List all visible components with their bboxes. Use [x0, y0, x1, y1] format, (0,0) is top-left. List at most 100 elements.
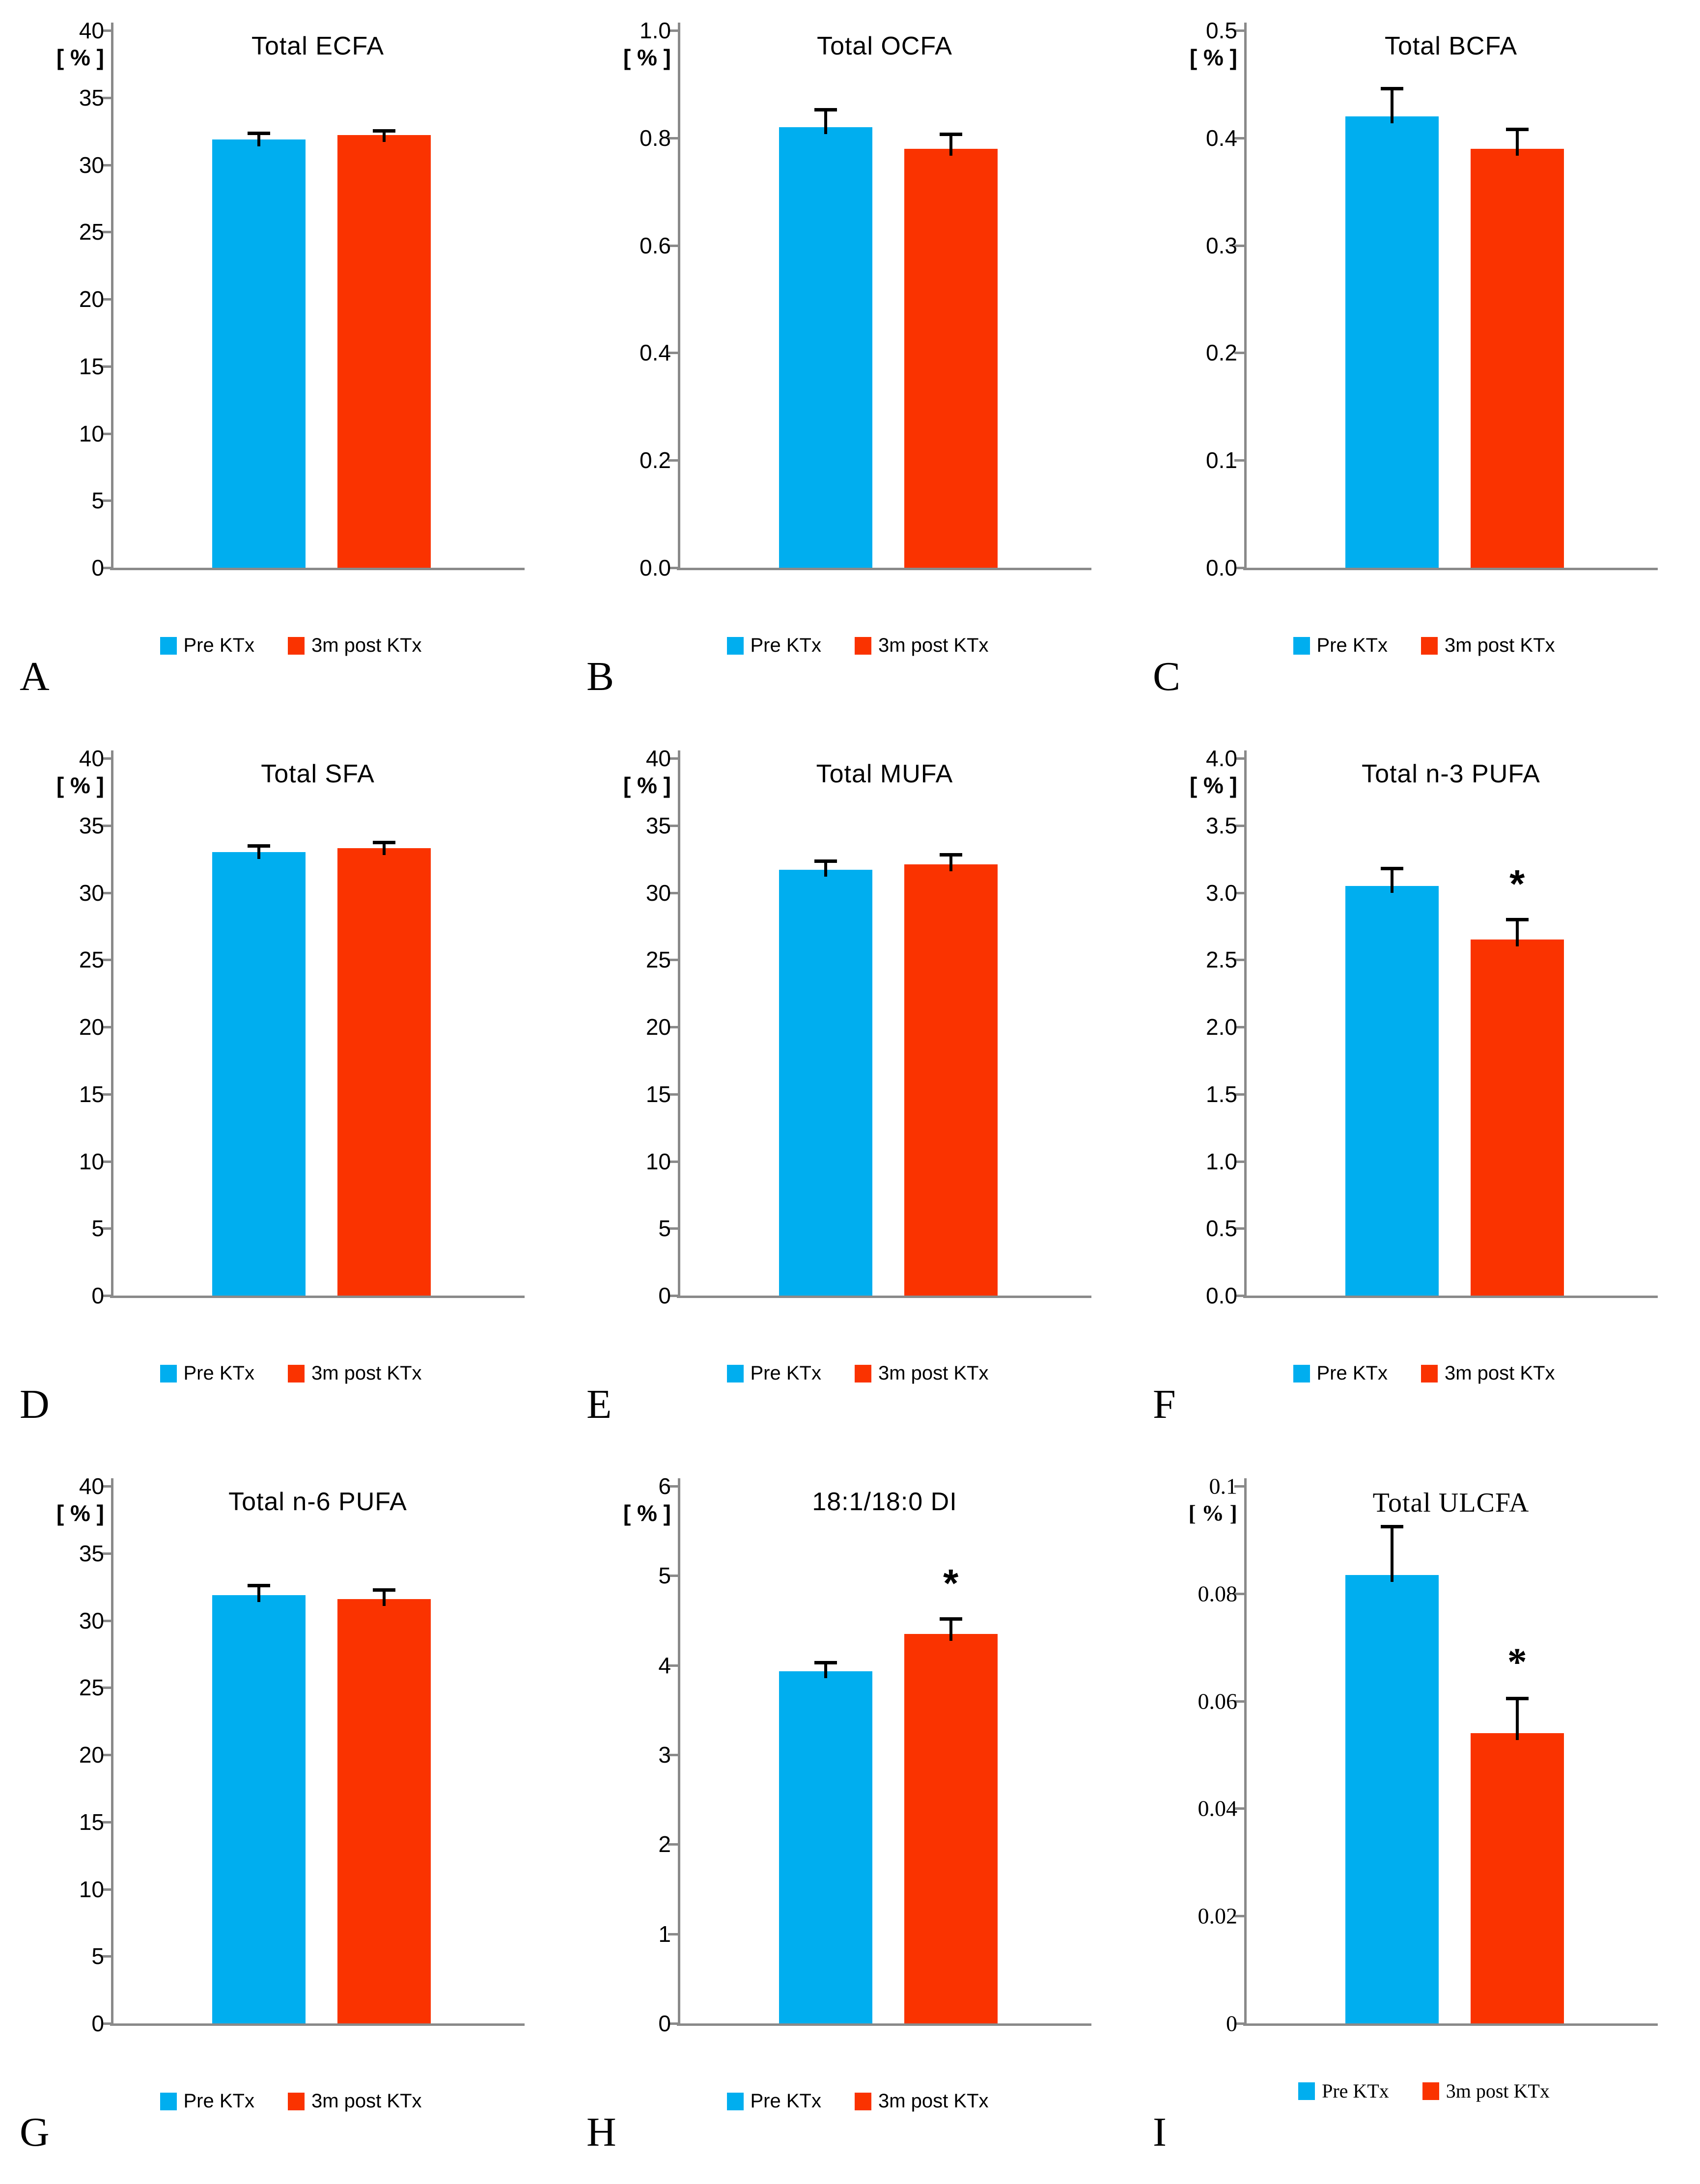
legend-label: 3m post KTx — [1444, 635, 1555, 656]
y-tick-label: 25 — [79, 1675, 104, 1701]
chart-title: Total n-3 PUFA — [1362, 760, 1540, 788]
bar-pre-ktx — [212, 1595, 306, 2023]
y-tick-label: 30 — [79, 152, 104, 178]
y-axis-tick — [101, 298, 111, 301]
y-tick-label: 10 — [79, 1876, 104, 1902]
y-axis-tick — [1234, 757, 1244, 760]
legend-swatch-pre — [726, 2092, 744, 2110]
y-axis-unit-label: [ % ] — [623, 773, 671, 798]
chart-legend: Pre KTx 3m post KTx — [1148, 2079, 1700, 2102]
bar-chart: 4.0 3.5 3.0 2.5 2.0 1.5 1.0 0.5 0.0 [ % ] Total n-… — [1133, 728, 1700, 1456]
error-bar-cap — [814, 1661, 837, 1665]
panel-letter: C — [1153, 654, 1181, 699]
x-axis-line — [677, 1296, 1091, 1298]
y-axis-tick — [668, 1575, 678, 1577]
y-axis-line — [1244, 750, 1247, 1296]
y-axis-tick — [668, 29, 678, 32]
x-axis-line — [1243, 2023, 1658, 2026]
y-tick-label: 20 — [79, 1014, 104, 1040]
y-axis-tick — [1234, 1485, 1244, 1488]
y-axis-unit-label: [ % ] — [56, 773, 104, 798]
y-tick-label: 6 — [658, 1473, 671, 1499]
error-bar-cap — [372, 840, 395, 844]
panel-letter: A — [20, 654, 50, 699]
error-bar-cap — [1380, 87, 1403, 91]
y-tick-label: 0.02 — [1198, 1903, 1238, 1929]
chart-title: Total OCFA — [817, 32, 952, 60]
y-axis-tick — [101, 1160, 111, 1163]
y-tick-label: 4 — [658, 1652, 671, 1678]
error-bar-cap — [247, 844, 270, 848]
bar-chart: 40 35 30 25 20 15 10 5 0 [ % ] Total SFA — [0, 728, 567, 1456]
error-bar-cap — [939, 1617, 962, 1621]
y-axis-tick — [101, 824, 111, 827]
legend-item: Pre KTx — [1293, 1362, 1388, 1384]
y-axis-tick — [668, 824, 678, 827]
bar-post-ktx — [1470, 148, 1564, 568]
y-axis-tick — [1234, 244, 1244, 247]
legend-label: 3m post KTx — [878, 635, 989, 656]
legend-label: Pre KTx — [183, 635, 254, 656]
y-tick-label: 5 — [91, 488, 104, 514]
legend-label: 3m post KTx — [311, 2090, 422, 2112]
y-axis-tick — [101, 891, 111, 894]
y-axis-tick — [1234, 1227, 1244, 1230]
chart-title: Total MUFA — [816, 760, 953, 788]
legend-swatch-pre — [160, 1364, 177, 1382]
y-tick-label: 0.06 — [1198, 1688, 1238, 1714]
y-tick-label: 1.0 — [1206, 1148, 1237, 1174]
y-axis-tick — [101, 2022, 111, 2025]
x-axis-line — [1243, 1296, 1658, 1298]
bar-pre-ktx — [1345, 885, 1439, 1296]
error-bar-cap — [939, 133, 962, 137]
panel-letter: F — [1153, 1382, 1176, 1427]
y-tick-label: 0.08 — [1198, 1581, 1238, 1606]
y-axis-tick — [101, 1754, 111, 1756]
x-axis-line — [110, 1296, 525, 1298]
bar-post-ktx — [904, 1633, 998, 2023]
y-tick-label: 3.0 — [1206, 880, 1237, 906]
y-axis-tick — [1234, 1026, 1244, 1028]
error-bar-cap — [1505, 128, 1529, 132]
y-axis-line — [678, 750, 680, 1296]
y-tick-label: 0.2 — [1206, 340, 1237, 366]
y-axis-line — [111, 23, 113, 568]
y-axis-tick — [668, 891, 678, 894]
y-tick-label: 5 — [91, 1943, 104, 1969]
error-bar-stem — [1390, 868, 1393, 893]
legend-item: 3m post KTx — [287, 1362, 422, 1384]
y-tick-label: 0 — [91, 1283, 104, 1308]
y-tick-label: 0.0 — [1206, 555, 1237, 581]
y-axis-tick — [101, 959, 111, 962]
y-tick-label: 0.4 — [1206, 125, 1237, 151]
y-axis-tick — [101, 1888, 111, 1891]
y-axis-tick — [668, 244, 678, 247]
y-tick-label: 40 — [645, 746, 671, 771]
y-tick-label: 30 — [645, 880, 671, 906]
y-axis-tick — [668, 959, 678, 962]
y-tick-label: 2.5 — [1206, 947, 1237, 973]
legend-item: Pre KTx — [726, 635, 821, 657]
y-tick-label: 30 — [79, 880, 104, 906]
legend-label: 3m post KTx — [1444, 1362, 1555, 1384]
chart-legend: Pre KTx 3m post KTx — [15, 2090, 567, 2112]
error-bar-cap — [1505, 918, 1529, 922]
y-axis-tick — [668, 1754, 678, 1756]
y-tick-label: 1.5 — [1206, 1081, 1237, 1107]
y-axis-tick — [101, 1955, 111, 1958]
x-axis-line — [677, 2023, 1091, 2026]
legend-item: 3m post KTx — [1422, 2079, 1550, 2102]
error-bar-stem — [949, 1618, 952, 1641]
y-tick-label: 0 — [658, 1283, 671, 1308]
legend-item: 3m post KTx — [287, 635, 422, 657]
legend-swatch-pre — [1293, 636, 1310, 655]
error-bar-cap — [814, 859, 837, 863]
y-tick-label: 15 — [79, 1809, 104, 1835]
bar-pre-ktx — [212, 139, 306, 568]
y-axis-unit-label: [ % ] — [1188, 1500, 1237, 1525]
chart-panel-a: 40 35 30 25 20 15 10 5 0 [ % ] Total ECFA Pre KTx 3… — [0, 0, 567, 728]
y-axis-tick — [1234, 1807, 1244, 1810]
legend-label: Pre KTx — [183, 2090, 254, 2112]
y-tick-label: 0.5 — [1206, 1216, 1237, 1242]
legend-label: Pre KTx — [1322, 2080, 1389, 2102]
